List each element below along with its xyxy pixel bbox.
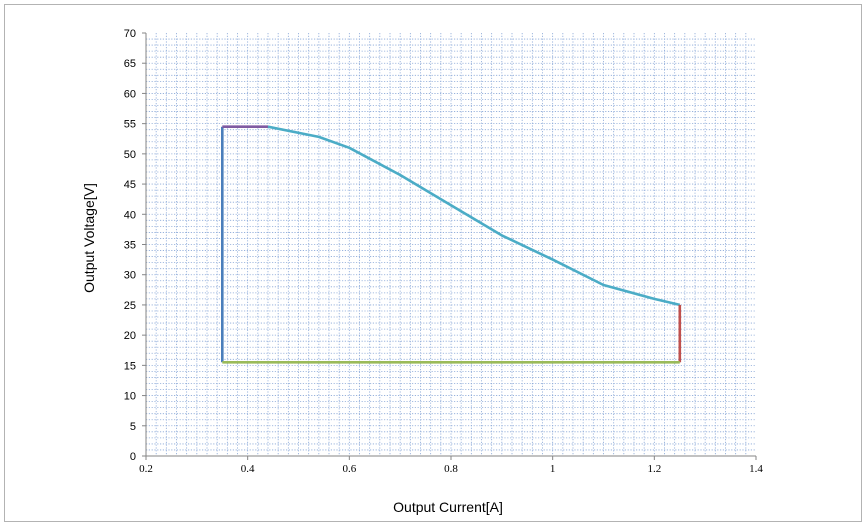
x-tick-label: 1.4 [749, 463, 763, 475]
y-tick-label: 70 [124, 28, 136, 40]
y-tick-label: 5 [130, 421, 136, 433]
tick-labels: 0 5 10 15 20 25 30 35 40 45 50 55 60 65 70 0.2 0.4 0.6 0.8… [124, 28, 764, 475]
y-tick-label: 15 [124, 360, 136, 372]
y-tick-label: 20 [124, 330, 136, 342]
x-tick-label: 0.6 [342, 463, 356, 475]
y-tick-label: 45 [124, 179, 136, 191]
y-tick-label: 35 [124, 240, 136, 252]
y-axis-title: Output Voltage[V] [81, 183, 97, 293]
y-tick-label: 65 [124, 58, 136, 70]
y-tick-label: 55 [124, 119, 136, 131]
series-line-3 [267, 125, 681, 307]
x-tick-label: 0.2 [139, 463, 153, 475]
series [221, 125, 682, 364]
y-tick-label: 30 [124, 270, 136, 282]
y-tick-label: 10 [124, 391, 136, 403]
grid [146, 33, 756, 456]
x-tick-label: 1 [550, 463, 556, 475]
y-tick-label: 0 [130, 451, 136, 463]
x-tick-label: 0.4 [241, 463, 255, 475]
y-tick-label: 50 [124, 149, 136, 161]
chart-frame: 0 5 10 15 20 25 30 35 40 45 50 55 60 65 70 0.2 0.4 0.6 0.8… [4, 4, 862, 522]
y-tick-label: 40 [124, 209, 136, 221]
x-axis-title: Output Current[A] [393, 499, 503, 515]
x-tick-label: 1.2 [647, 463, 661, 475]
x-tick-label: 0.8 [444, 463, 458, 475]
y-tick-label: 60 [124, 88, 136, 100]
line-chart: 0 5 10 15 20 25 30 35 40 45 50 55 60 65 70 0.2 0.4 0.6 0.8… [81, 28, 764, 515]
axes [142, 32, 757, 460]
y-tick-label: 25 [124, 300, 136, 312]
